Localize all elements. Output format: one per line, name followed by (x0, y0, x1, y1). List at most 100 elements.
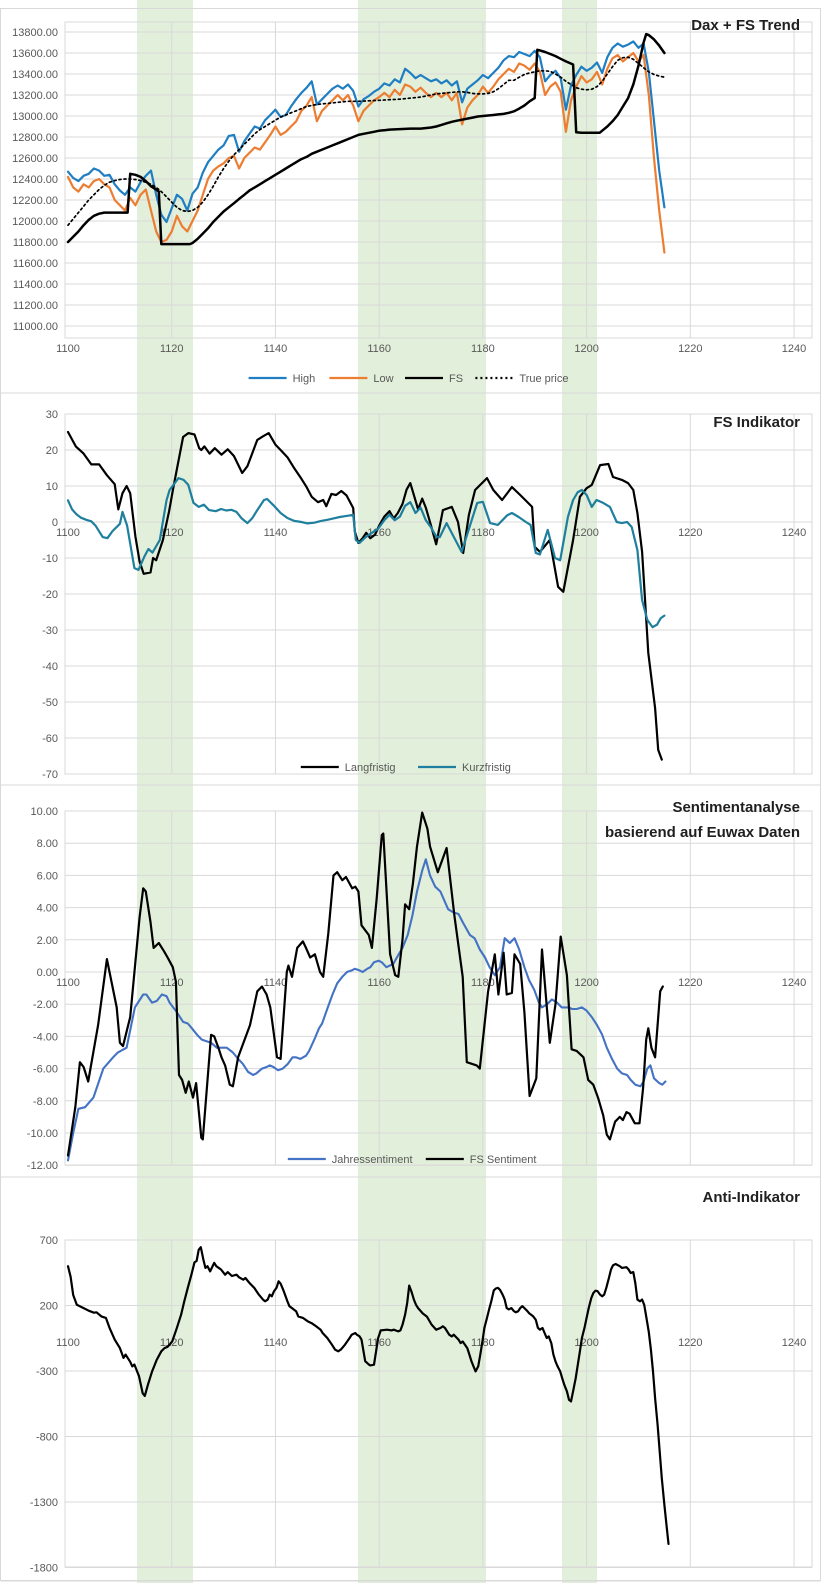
y-axis-tick-label: 13600.00 (12, 48, 58, 60)
y-axis-tick-label: 11200.00 (13, 300, 58, 312)
x-axis-tick-label: 1160 (367, 1337, 391, 1349)
y-axis-tick-label: -70 (42, 769, 58, 781)
y-axis-tick-label: 8.00 (37, 838, 58, 850)
y-axis-tick-label: 11800.00 (13, 237, 58, 249)
series-line-langfristig (66, 430, 663, 761)
x-axis-tick-label: 1220 (678, 977, 702, 989)
y-axis-tick-label: -300 (36, 1366, 58, 1378)
y-axis-tick-label: 30 (46, 409, 58, 421)
x-axis-tick-label: 1140 (264, 977, 288, 989)
x-axis-tick-label: 1100 (56, 1337, 80, 1349)
x-axis-tick-label: 1120 (160, 343, 184, 355)
x-axis-tick-label: 1100 (56, 977, 80, 989)
series-line-kurzfristig (66, 477, 666, 629)
y-axis-tick-label: -1800 (30, 1563, 58, 1575)
legend-label: True price (519, 373, 568, 385)
y-axis-tick-label: 12600.00 (12, 153, 58, 165)
chart-title: FS Indikator (713, 414, 800, 431)
y-axis-tick-label: -2.00 (33, 999, 58, 1011)
x-axis-tick-label: 1220 (678, 1337, 702, 1349)
x-axis-tick-label: 1200 (574, 527, 598, 539)
x-axis-tick-label: 1220 (678, 527, 702, 539)
x-axis-tick-label: 1180 (471, 527, 495, 539)
y-axis-tick-label: 6.00 (37, 870, 58, 882)
y-axis-tick-label: -20 (42, 589, 58, 601)
x-axis-tick-label: 1140 (264, 527, 288, 539)
x-axis-tick-label: 1240 (782, 527, 806, 539)
x-axis-tick-label: 1120 (160, 977, 184, 989)
highlight-band-1 (136, 0, 193, 1583)
chart-title: Sentimentanalyse (672, 799, 800, 816)
y-axis-tick-label: -40 (42, 661, 58, 673)
y-axis-tick-label: 11600.00 (13, 258, 58, 270)
y-axis-tick-label: -12.00 (27, 1160, 58, 1172)
x-axis-tick-label: 1100 (56, 343, 80, 355)
x-axis-tick-label: 1140 (264, 343, 288, 355)
y-axis-tick-label: 2.00 (37, 935, 58, 947)
plot-border (64, 21, 813, 339)
y-axis-tick-label: 0.00 (37, 967, 58, 979)
x-axis-tick-label: 1180 (471, 343, 495, 355)
series-line-fs-sentiment (66, 811, 664, 1157)
y-axis-tick-label: -60 (42, 733, 58, 745)
x-axis-tick-label: 1240 (782, 343, 806, 355)
x-axis-tick-label: 1200 (574, 977, 598, 989)
legend-label: Jahressentiment (332, 1154, 413, 1166)
y-axis-tick-label: -800 (36, 1432, 58, 1444)
y-axis-tick-label: -10.00 (27, 1128, 58, 1140)
y-axis-tick-label: -30 (42, 625, 58, 637)
x-axis-tick-label: 1220 (678, 343, 702, 355)
y-axis-tick-label: 12000.00 (12, 216, 58, 228)
y-axis-tick-label: 12800.00 (12, 132, 58, 144)
y-axis-tick-label: -50 (42, 697, 58, 709)
y-axis-tick-label: 20 (46, 445, 58, 457)
y-axis-tick-label: 13400.00 (12, 69, 58, 81)
y-axis-tick-label: 200 (40, 1301, 58, 1313)
series-line-jahressentiment (66, 858, 667, 1162)
y-axis-tick-label: -8.00 (33, 1096, 58, 1108)
legend-label: Kurzfristig (462, 762, 511, 774)
series-line-anti-indikator (66, 1246, 670, 1545)
chart-title: Anti-Indikator (703, 1189, 801, 1206)
legend-label: FS (449, 373, 463, 385)
y-axis-tick-label: 700 (40, 1235, 58, 1247)
y-axis-tick-label: -1300 (30, 1497, 58, 1509)
x-axis-tick-label: 1240 (782, 1337, 806, 1349)
chart-title: Dax + FS Trend (691, 17, 800, 34)
y-axis-tick-label: 4.00 (37, 903, 58, 915)
series-line-fs (66, 32, 666, 246)
y-axis-tick-label: 0 (52, 517, 58, 529)
x-axis-tick-label: 1200 (574, 1337, 598, 1349)
series-line-high (66, 40, 666, 224)
y-axis-tick-label: -10 (42, 553, 58, 565)
x-axis-tick-label: 1160 (367, 977, 391, 989)
y-axis-tick-label: 11000.00 (13, 321, 58, 333)
series-line-low (66, 51, 666, 254)
legend-label: High (293, 373, 316, 385)
chart-title: basierend auf Euwax Daten (605, 824, 800, 841)
legend-label: FS Sentiment (470, 1154, 537, 1166)
y-axis-tick-label: -6.00 (33, 1064, 58, 1076)
y-axis-tick-label: -4.00 (33, 1031, 58, 1043)
highlight-band-3 (562, 0, 597, 1583)
legend-label: Low (373, 373, 393, 385)
series-line-true-price (67, 56, 666, 227)
x-axis-tick-label: 1240 (782, 977, 806, 989)
plot-border (64, 413, 813, 775)
y-axis-tick-label: 10.00 (30, 806, 58, 818)
y-axis-tick-label: 10 (46, 481, 58, 493)
plot-border (64, 810, 813, 1166)
x-axis-tick-label: 1140 (264, 1337, 288, 1349)
legend-label: Langfristig (345, 762, 396, 774)
x-axis-tick-label: 1160 (367, 343, 391, 355)
plot-border (64, 1239, 813, 1568)
y-axis-tick-label: 11400.00 (13, 279, 58, 291)
x-axis-tick-label: 1200 (574, 343, 598, 355)
y-axis-tick-label: 13200.00 (12, 90, 58, 102)
y-axis-tick-label: 13000.00 (12, 111, 58, 123)
y-axis-tick-label: 12200.00 (12, 195, 58, 207)
y-axis-tick-label: 12400.00 (12, 174, 58, 186)
x-axis-tick-label: 1100 (56, 527, 80, 539)
